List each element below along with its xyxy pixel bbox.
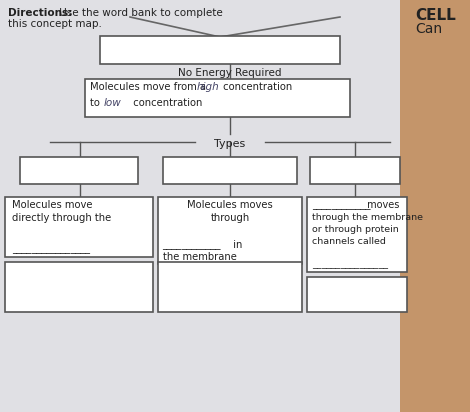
Text: directly through the: directly through the [12, 213, 111, 223]
Bar [0, 0, 400, 412]
Text: to: to [90, 98, 103, 108]
Bar [158, 262, 302, 312]
Text: concentration: concentration [127, 98, 203, 108]
Text: through: through [211, 213, 250, 223]
Bar [158, 197, 302, 264]
Text: or through protein: or through protein [312, 225, 399, 234]
Bar [163, 157, 297, 184]
Text: Molecules move from a: Molecules move from a [90, 82, 206, 92]
Text: Use the word bank to complete: Use the word bank to complete [56, 8, 223, 18]
Text: high: high [197, 82, 220, 92]
Bar [20, 157, 138, 184]
Text: moves: moves [364, 200, 400, 210]
Text: Can: Can [415, 22, 442, 36]
Text: Directions:: Directions: [8, 8, 72, 18]
Bar [5, 197, 153, 257]
Bar [85, 79, 350, 117]
Text: the membrane: the membrane [163, 252, 237, 262]
Bar [100, 36, 340, 64]
Text: Molecules moves: Molecules moves [187, 200, 273, 210]
Text: ____________: ____________ [162, 240, 220, 250]
Text: Types: Types [214, 139, 246, 149]
Text: low: low [104, 98, 122, 108]
Text: ____________: ____________ [312, 200, 370, 210]
Text: this concept map.: this concept map. [8, 19, 102, 29]
Text: ________________: ________________ [12, 244, 90, 254]
Text: ________________: ________________ [312, 260, 388, 269]
Bar [307, 197, 407, 272]
Text: channels called: channels called [312, 237, 386, 246]
Text: through the membrane: through the membrane [312, 213, 423, 222]
Bar [5, 262, 153, 312]
Text: No Energy Required: No Energy Required [178, 68, 282, 78]
Text: in: in [230, 240, 243, 250]
Text: CELL: CELL [415, 8, 456, 23]
Text: Molecules move: Molecules move [12, 200, 93, 210]
Bar [307, 277, 407, 312]
Bar [310, 157, 400, 184]
Text: concentration: concentration [220, 82, 292, 92]
